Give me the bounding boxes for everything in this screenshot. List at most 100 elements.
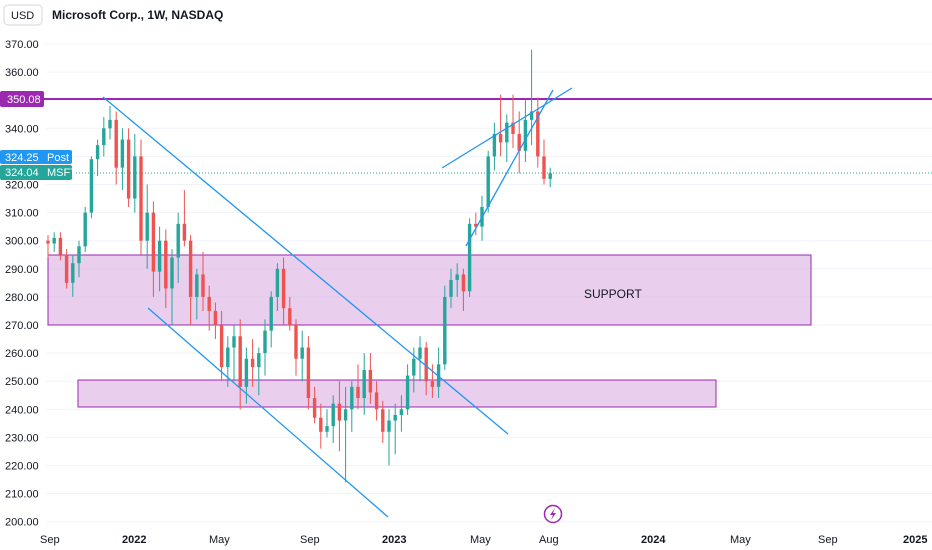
candle [387, 409, 391, 466]
candle [281, 257, 286, 325]
candle [523, 100, 528, 163]
candles-group [46, 49, 552, 483]
candle-body [52, 237, 56, 244]
candle [64, 249, 69, 289]
candle [71, 254, 75, 297]
candle-body [139, 156, 143, 241]
candle-body [405, 375, 410, 410]
wedge-lower-trendline[interactable] [465, 89, 554, 247]
candle [474, 212, 478, 236]
candle [405, 364, 410, 415]
candle [250, 339, 255, 387]
candle [176, 212, 180, 283]
candle-body [114, 119, 118, 168]
candle-body [319, 417, 323, 432]
price-axis-label: 280.00 [5, 292, 39, 304]
candle [443, 285, 447, 370]
candle [139, 139, 143, 255]
candle [108, 105, 112, 140]
candle [319, 403, 323, 449]
candle-body [455, 274, 459, 281]
header: USD Microsoft Corp., 1W, NASDAQ [3, 4, 223, 26]
candle [114, 111, 118, 185]
candle [498, 94, 503, 157]
price-axis[interactable]: 370.00360.00350.00340.00330.00320.00310.… [5, 39, 39, 529]
candle [207, 285, 211, 331]
wedge-upper-trendline[interactable] [441, 87, 573, 169]
candle-body [232, 336, 236, 348]
time-axis[interactable]: Sep 2022 May Sep 2023 May Aug 2024 May S… [40, 534, 927, 546]
candle-body [133, 156, 137, 199]
channel-lower-trendline[interactable] [147, 307, 389, 518]
candle-body [306, 347, 311, 399]
candle-body [467, 223, 472, 292]
candle-body [542, 156, 546, 179]
candle-body [269, 296, 273, 331]
candle-body [71, 263, 75, 283]
candle [238, 319, 242, 410]
candle [294, 319, 298, 376]
candle-body [393, 414, 397, 421]
candle-body [213, 310, 218, 325]
candle [102, 117, 106, 157]
time-label-7: 2024 [641, 534, 666, 546]
candle-body [356, 386, 360, 399]
candle-body [275, 268, 280, 297]
lightning-icon[interactable] [543, 504, 563, 524]
candle-body [381, 409, 385, 432]
candle [126, 128, 131, 207]
candle-body [257, 353, 261, 368]
support-zone-upper[interactable] [47, 254, 812, 326]
candle [263, 319, 267, 376]
candle-body [461, 274, 466, 292]
price-axis-label: 300.00 [5, 236, 39, 248]
price-axis-label: 370.00 [5, 39, 39, 51]
trendlines [102, 87, 573, 518]
candle [368, 353, 373, 404]
candle [486, 150, 490, 213]
candle-body [511, 122, 515, 134]
candle-body [238, 336, 242, 387]
candle [95, 139, 100, 177]
chart-title: Microsoft Corp., 1W, NASDAQ [52, 8, 223, 22]
candle-body [126, 139, 131, 199]
channel-upper-trendline[interactable] [102, 96, 509, 435]
candle [46, 235, 50, 258]
candle-body [182, 223, 187, 241]
candle [461, 268, 466, 311]
candle-body [219, 325, 224, 368]
support-zone-lower[interactable] [77, 379, 717, 408]
candle-body [170, 257, 174, 289]
currency-badge[interactable] [3, 4, 43, 26]
candle [548, 167, 552, 188]
candle-body [505, 122, 509, 143]
time-label-0: Sep [40, 534, 60, 546]
candle-body [250, 358, 255, 368]
time-label-1: 2022 [122, 534, 146, 546]
candle-body [58, 237, 63, 255]
candle [449, 268, 453, 309]
candle [399, 395, 404, 432]
candle [170, 249, 174, 325]
currency-label: USD [11, 10, 34, 22]
candle-body [498, 133, 503, 143]
candle [393, 403, 397, 455]
candle-body [548, 173, 552, 179]
candle-body [312, 398, 317, 418]
post-price-text: 324.25 [5, 152, 39, 164]
candle [213, 302, 218, 340]
candle-body [362, 369, 366, 399]
resistance-price-tag: 350.08 [0, 91, 44, 107]
price-axis-label: 310.00 [5, 208, 39, 220]
candle-body [95, 145, 100, 160]
candle [381, 400, 385, 444]
candle-body [523, 119, 528, 151]
candle-body [399, 409, 404, 415]
candle [337, 381, 342, 452]
candle [201, 251, 205, 311]
candle-body [418, 347, 422, 359]
candle [232, 325, 236, 382]
candle-body [89, 159, 94, 213]
candle [157, 226, 162, 292]
